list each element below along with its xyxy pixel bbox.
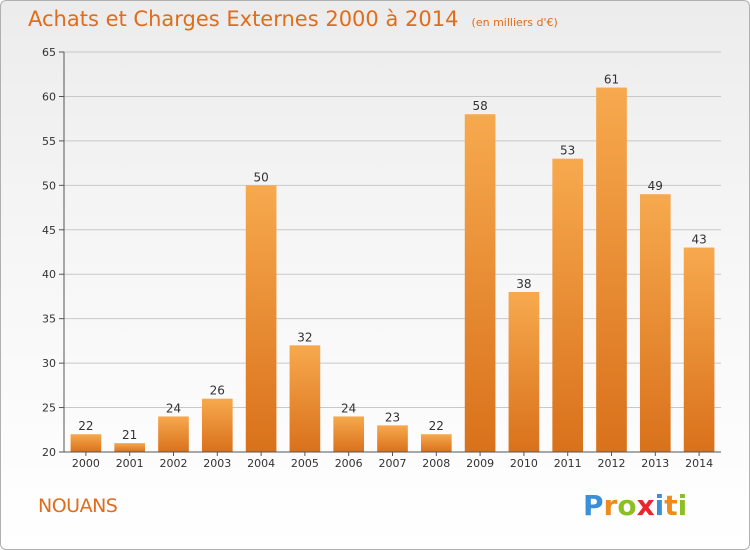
bar-2003: [201, 398, 233, 452]
axes: 20 25 30 35 40 45 50 55 60 65 2000 2001 2002 2003 2004…: [42, 46, 721, 470]
logo-letter: x: [636, 489, 655, 522]
y-tick-label: 65: [42, 46, 56, 59]
bar-2010: [508, 292, 540, 452]
x-tick-label-2013: 2013: [641, 457, 669, 470]
logo-letter: o: [617, 489, 637, 522]
x-tick-label-2011: 2011: [554, 457, 582, 470]
bar-2004: [245, 185, 277, 453]
chart-title: Achats et Charges Externes 2000 à 2014: [28, 7, 459, 31]
x-tick-label-2010: 2010: [510, 457, 538, 470]
bar-2012: [596, 87, 627, 453]
y-tick-label: 40: [42, 268, 56, 281]
y-tick-label: 60: [42, 90, 56, 103]
data-labels: 22 21 24 26 50 32 24 23 22 58 38 53 61 49 43: [78, 73, 706, 443]
x-tick-label-2005: 2005: [291, 457, 319, 470]
bars: [70, 87, 715, 453]
data-label-2004: 50: [253, 170, 268, 184]
x-tick-label-2002: 2002: [160, 457, 188, 470]
x-tick-label-2008: 2008: [422, 457, 450, 470]
data-label-2001: 21: [122, 428, 137, 442]
chart-unit: (en milliers d'€): [471, 16, 558, 29]
data-label-2009: 58: [472, 99, 487, 113]
commune-name: NOUANS: [38, 495, 118, 517]
proxiti-logo: Proxiti: [583, 489, 687, 522]
chart-title-row: Achats et Charges Externes 2000 à 2014 (…: [28, 7, 558, 31]
x-tick-label-2012: 2012: [598, 457, 626, 470]
x-tick-label-2007: 2007: [379, 457, 407, 470]
logo-letter: i: [654, 489, 665, 522]
logo-letter: P: [583, 489, 604, 522]
bar-2011: [552, 158, 584, 452]
data-label-2010: 38: [516, 277, 531, 291]
x-tick-label-2001: 2001: [116, 457, 144, 470]
data-label-2002: 24: [166, 401, 181, 415]
data-label-2008: 22: [429, 419, 444, 433]
x-tick-label-2003: 2003: [203, 457, 231, 470]
y-tick-label: 55: [42, 135, 56, 148]
bar-2009: [464, 114, 496, 452]
x-tick-label-2000: 2000: [72, 457, 100, 470]
data-label-2005: 32: [297, 330, 312, 344]
bar-2007: [377, 425, 408, 452]
x-tick-label-2004: 2004: [247, 457, 275, 470]
y-tick-label: 35: [42, 313, 56, 326]
y-tick-label: 50: [42, 179, 56, 192]
bar-2006: [333, 416, 365, 452]
data-label-2011: 53: [560, 144, 575, 158]
bar-2005: [289, 345, 321, 452]
data-label-2007: 23: [385, 410, 400, 424]
data-label-2000: 22: [78, 419, 93, 433]
logo-letter: t: [664, 489, 678, 522]
y-tick-label: 25: [42, 402, 56, 415]
x-tick-label-2014: 2014: [685, 457, 713, 470]
bar-2014: [683, 247, 715, 452]
y-tick-label: 30: [42, 357, 56, 370]
bar-2000: [70, 434, 102, 452]
bar-2002: [158, 416, 189, 452]
data-label-2014: 43: [691, 233, 706, 247]
x-tick-label-2009: 2009: [466, 457, 494, 470]
x-tick-label-2006: 2006: [335, 457, 363, 470]
data-label-2013: 49: [648, 179, 663, 193]
y-tick-label: 20: [42, 446, 56, 459]
data-label-2003: 26: [210, 384, 225, 398]
logo-letter: r: [603, 489, 618, 522]
y-tick-label: 45: [42, 224, 56, 237]
logo-letter: i: [677, 489, 688, 522]
bar-2013: [639, 194, 671, 452]
data-label-2006: 24: [341, 401, 356, 415]
bar-2008: [420, 434, 452, 452]
data-label-2012: 61: [604, 73, 619, 87]
bar-2001: [114, 443, 146, 452]
